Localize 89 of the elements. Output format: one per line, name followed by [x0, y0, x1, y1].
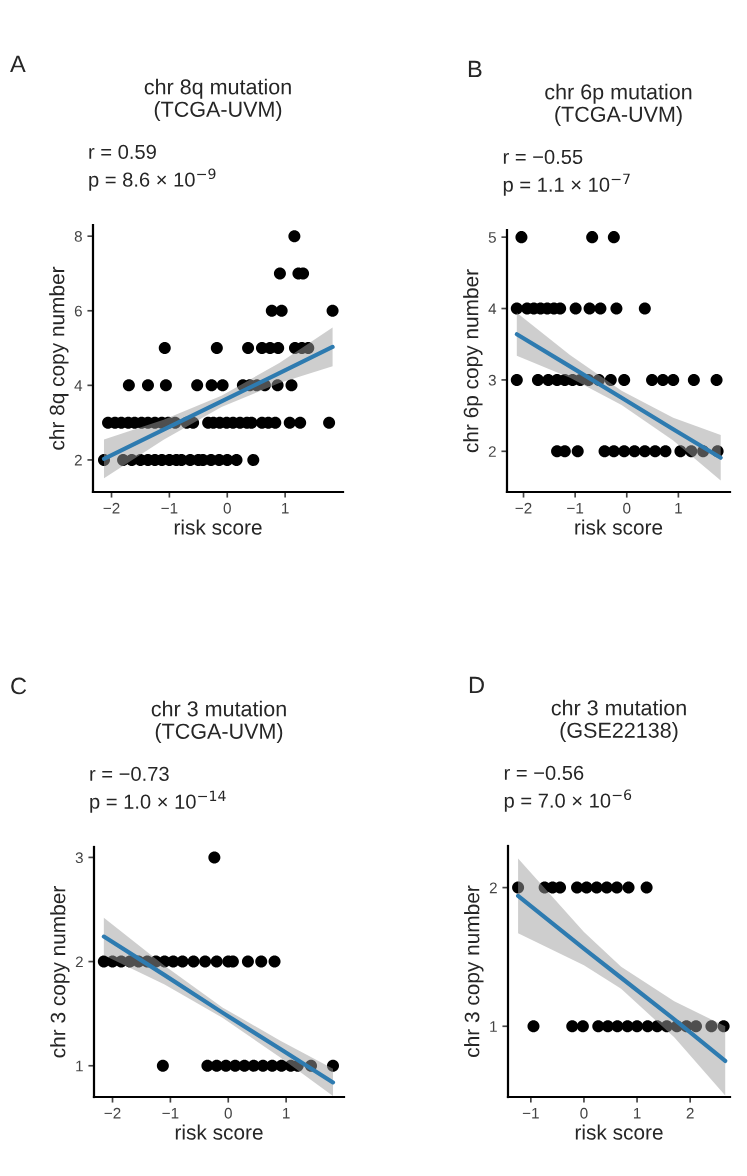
chart-title: chr 6p mutation (TCGA-UVM) — [545, 83, 692, 127]
x-axis-title: risk score — [174, 519, 262, 535]
y-tick-label: 1 — [490, 1021, 497, 1032]
y-tick-label: 2 — [75, 956, 83, 968]
point — [571, 445, 584, 458]
y-tick-label: 2 — [74, 454, 82, 466]
x-tick-label: 0 — [623, 502, 631, 514]
point — [618, 445, 631, 458]
y-axis-title: chr 6p copy number — [463, 269, 483, 453]
point — [687, 373, 700, 386]
y-tick-label: 8 — [74, 231, 82, 242]
y-axis-title: chr 8q copy number — [49, 266, 69, 450]
text: r = −0.56 — [504, 765, 584, 781]
y-tick-label: 2 — [489, 882, 497, 894]
y-tick-label: 4 — [74, 380, 83, 391]
x-tick-label: −1 — [162, 1107, 179, 1119]
y-tick-label: 4 — [488, 303, 497, 315]
point — [255, 955, 268, 968]
y-tick-label: 1 — [76, 1060, 83, 1072]
point — [667, 373, 680, 386]
point — [586, 231, 599, 244]
x-tick-label: 1 — [675, 502, 682, 514]
x-tick-label: −2 — [103, 502, 120, 514]
point — [187, 955, 200, 968]
y-axis-title: chr 3 copy number — [50, 886, 70, 1058]
point — [510, 373, 523, 386]
x-tick-label: 0 — [223, 502, 231, 514]
x-tick-label: 1 — [282, 502, 289, 514]
text: C — [11, 677, 27, 695]
point — [659, 445, 672, 458]
text: p = 8.6 × 10$^{−9}$ — [89, 168, 216, 191]
x-tick-label: 1 — [283, 1107, 290, 1119]
chart-title: chr 8q mutation (TCGA-UVM) — [144, 78, 291, 122]
y-tick-label: 3 — [488, 374, 496, 386]
text: r = −0.55 — [503, 149, 583, 165]
x-tick-label: −1 — [522, 1107, 539, 1119]
point — [199, 955, 212, 968]
x-axis-title: risk score — [575, 1124, 663, 1140]
point — [583, 302, 596, 315]
text: A — [10, 55, 26, 73]
point — [569, 302, 582, 315]
point — [638, 445, 651, 458]
line-series — [514, 332, 723, 460]
x-axis-title: risk score — [575, 519, 663, 535]
x-tick-label: 0 — [580, 1107, 588, 1119]
x-tick-label: −2 — [104, 1107, 121, 1119]
y-axis-title: chr 3 copy number — [464, 885, 484, 1057]
point — [674, 445, 687, 458]
y-tick-label: 6 — [74, 305, 82, 317]
chart-title: chr 3 mutation (TCGA-UVM) — [151, 700, 286, 744]
point — [646, 373, 659, 386]
point — [210, 955, 223, 968]
point — [208, 851, 221, 864]
point — [618, 373, 631, 386]
point — [685, 445, 698, 458]
point — [156, 1059, 169, 1072]
y-tick-label: 2 — [488, 446, 496, 457]
point — [649, 445, 662, 458]
x-axis-title: risk score — [175, 1124, 263, 1140]
text: r = −0.73 — [90, 766, 169, 782]
point — [638, 302, 651, 315]
x-tick-label: 1 — [633, 1107, 641, 1119]
x-tick-label: −1 — [567, 502, 584, 514]
point — [607, 231, 620, 244]
point — [531, 373, 544, 386]
point — [656, 373, 669, 386]
y-tick-label: 5 — [488, 232, 496, 243]
point — [610, 302, 623, 315]
point — [326, 1059, 340, 1072]
point — [628, 445, 641, 458]
line-series — [101, 934, 336, 1085]
text: p = 1.0 × 10$^{−14}$ — [90, 790, 226, 813]
x-tick-label: −2 — [515, 502, 532, 514]
y-tick-label: 3 — [75, 852, 83, 864]
point — [268, 955, 281, 968]
point — [710, 373, 723, 386]
x-tick-label: −1 — [161, 502, 178, 514]
text: p = 7.0 × 10$^{−6}$ — [504, 789, 632, 812]
point — [594, 302, 607, 315]
x-tick-label: 2 — [686, 1107, 694, 1119]
text: B — [468, 60, 482, 78]
chart-title: chr 3 mutation (GSE22138) — [551, 699, 686, 743]
point — [515, 231, 528, 244]
text: p = 1.1 × 10$^{−7}$ — [503, 173, 630, 196]
x-tick-label: 0 — [224, 1107, 232, 1119]
text: D — [469, 676, 484, 694]
point — [241, 955, 254, 968]
text: r = 0.59 — [89, 144, 156, 160]
point — [604, 373, 617, 386]
